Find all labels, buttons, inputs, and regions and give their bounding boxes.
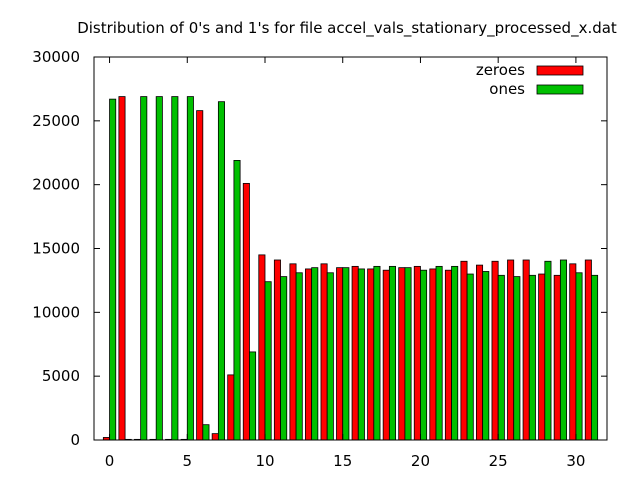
bar-zeroes-21 [429,268,437,441]
bar-zeroes-29 [553,274,561,441]
bar-ones-23 [466,273,474,441]
bar-zeroes-7 [211,433,219,441]
x-tick-label: 5 [182,452,192,470]
bar-zeroes-23 [460,260,468,441]
bar-ones-20 [420,269,428,441]
bar-ones-7 [217,101,225,441]
x-tick-label: 25 [489,452,508,470]
bar-zeroes-13 [305,268,313,441]
bar-zeroes-15 [336,267,344,441]
bar-zeroes-18 [382,269,390,441]
bar-ones-12 [295,272,303,441]
bar-ones-8 [233,160,241,441]
legend-label-zeroes: zeroes [476,61,525,79]
bar-zeroes-28 [538,273,546,441]
y-tick-label: 20000 [32,176,80,194]
y-tick-label: 15000 [32,240,80,258]
bar-ones-22 [451,265,459,441]
bar-zeroes-25 [491,260,499,441]
bar-zeroes-10 [258,254,266,441]
bar-ones-6 [202,424,210,441]
bar-ones-18 [388,265,396,441]
bar-ones-3 [155,96,163,441]
axes-layer: 0 5000 10000 15000 20000 25000 30000 0 5 10 15 20 25… [32,48,607,470]
bar-zeroes-9 [242,182,250,441]
bar-zeroes-1 [118,96,126,441]
bar-zeroes-19 [398,267,406,441]
bar-ones-14 [326,272,334,441]
x-tick-label: 20 [411,452,430,470]
legend-swatch-ones [536,84,584,95]
bar-ones-29 [559,259,567,441]
bar-ones-13 [311,267,319,441]
bar-zeroes-24 [476,264,484,441]
y-tick-label: 30000 [32,48,80,66]
bar-zeroes-26 [507,259,515,441]
x-tick-label: 10 [255,452,274,470]
bar-ones-26 [513,276,521,441]
chart-title: Distribution of 0's and 1's for file acc… [77,19,617,38]
bar-zeroes-27 [522,259,530,441]
bar-ones-11 [280,276,288,441]
bar-zeroes-8 [227,374,235,441]
bar-ones-5 [186,96,194,441]
bar-ones-15 [342,267,350,441]
bar-zeroes-6 [196,110,204,441]
y-tick-label: 5000 [42,367,80,385]
bar-ones-2 [140,96,148,441]
bar-ones-10 [264,281,272,441]
bar-ones-27 [528,274,536,441]
bar-ones-17 [373,265,381,441]
bar-ones-9 [249,351,257,441]
bar-ones-30 [575,272,583,441]
bar-ones-25 [497,274,505,441]
legend-label-ones: ones [489,80,525,98]
bar-zeroes-12 [289,263,297,441]
y-tick-label: 25000 [32,112,80,130]
bars-layer [102,96,599,441]
bar-zeroes-11 [273,259,281,441]
x-tick-label: 30 [566,452,585,470]
x-tick-label: 0 [105,452,115,470]
bar-zeroes-31 [584,259,592,441]
legend-swatch-zeroes [536,65,584,76]
y-tick-label: 10000 [32,303,80,321]
bar-ones-4 [171,96,179,441]
bar-zeroes-22 [444,269,452,441]
bar-ones-19 [404,267,412,441]
bar-ones-24 [482,271,490,441]
bar-ones-0 [109,98,117,441]
bar-zeroes-14 [320,263,328,441]
bar-ones-28 [544,260,552,441]
bar-zeroes-20 [413,265,421,441]
bar-zeroes-17 [367,268,375,441]
bar-zeroes-16 [351,265,359,441]
y-tick-label: 0 [70,431,80,449]
x-tick-label: 15 [333,452,352,470]
bar-ones-31 [591,274,599,441]
bar-ones-21 [435,265,443,441]
bar-ones-16 [357,268,365,441]
bar-zeroes-30 [569,263,577,441]
